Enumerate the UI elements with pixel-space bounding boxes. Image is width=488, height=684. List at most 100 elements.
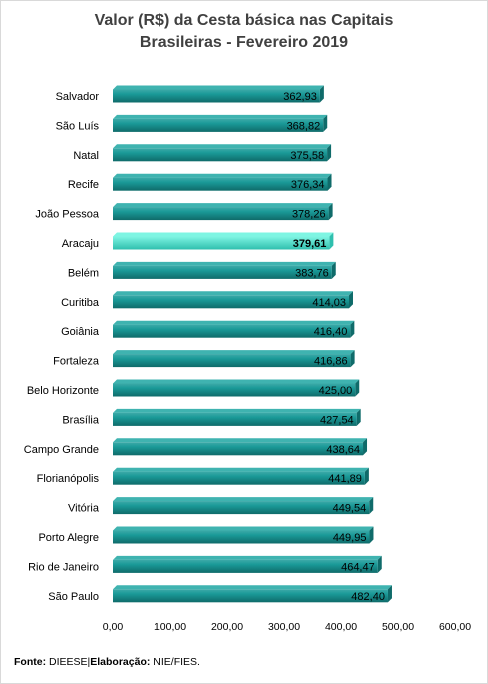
bar-belem (113, 265, 332, 279)
x-tick-label: 400,00 (325, 621, 357, 633)
footer-credit-value: NIE/FIES. (153, 656, 200, 668)
bar-curitiba (113, 295, 349, 309)
footer-source-value: DIEESE (49, 656, 88, 668)
category-label-fortaleza: Fortaleza (53, 356, 100, 368)
category-label-sao-luis: São Luís (56, 120, 100, 132)
value-label-aracaju: 379,61 (293, 238, 327, 250)
bar-side-curitiba (348, 291, 353, 309)
chart-footer: Fonte: DIEESE|Elaboração: NIE/FIES. (14, 656, 200, 668)
bar-top-rio-de-janeiro (113, 555, 382, 560)
bar-side-joao-pessoa (328, 203, 333, 221)
value-label-porto-alegre: 449,95 (333, 532, 367, 544)
category-label-aracaju: Aracaju (62, 238, 99, 250)
value-label-belem: 383,76 (295, 267, 329, 279)
bar-side-fortaleza (350, 350, 355, 368)
bar-vitoria (113, 501, 370, 515)
bar-side-vitoria (369, 497, 374, 515)
bar-top-florianopolis (113, 467, 369, 472)
bar-salvador (113, 89, 320, 103)
value-label-sao-paulo: 482,40 (351, 591, 385, 603)
bar-top-salvador (113, 85, 324, 90)
bar-florianopolis (113, 471, 365, 485)
x-tick-label: 100,00 (154, 621, 186, 633)
bar-top-brasilia (113, 408, 361, 413)
bar-side-florianopolis (364, 467, 369, 485)
category-label-salvador: Salvador (56, 91, 100, 103)
bar-side-belem (331, 261, 336, 279)
category-label-curitiba: Curitiba (61, 297, 100, 309)
bar-top-goiania (113, 320, 355, 325)
x-tick-label: 500,00 (382, 621, 414, 633)
footer-credit-label: Elaboração: (90, 656, 151, 668)
bar-fortaleza (113, 354, 351, 368)
bar-belo-horizonte (113, 383, 356, 397)
bar-side-sao-luis (323, 114, 328, 132)
bar-side-belo-horizonte (355, 379, 360, 397)
category-label-recife: Recife (68, 179, 99, 191)
value-label-sao-luis: 368,82 (287, 120, 321, 132)
value-label-rio-de-janeiro: 464,47 (341, 561, 375, 573)
bar-natal (113, 148, 328, 162)
footer-separator: | (87, 656, 91, 668)
category-label-florianopolis: Florianópolis (37, 473, 100, 485)
value-label-joao-pessoa: 378,26 (292, 209, 326, 221)
chart-title-line-2: Brasileiras - Fevereiro 2019 (139, 34, 349, 51)
category-label-campo-grande: Campo Grande (24, 444, 99, 456)
value-label-florianopolis: 441,89 (328, 473, 362, 485)
bar-top-sao-paulo (113, 585, 392, 590)
bar-sao-paulo (113, 589, 388, 603)
bar-porto-alegre (113, 530, 370, 544)
bar-top-curitiba (113, 291, 353, 296)
footer-source-label: Fonte: (14, 656, 47, 668)
value-label-brasilia: 427,54 (320, 414, 354, 426)
value-label-natal: 375,58 (290, 150, 324, 162)
bar-top-belo-horizonte (113, 379, 360, 384)
bar-side-campo-grande (363, 438, 368, 456)
value-label-salvador: 362,93 (283, 91, 317, 103)
value-label-campo-grande: 438,64 (326, 444, 360, 456)
bar-sao-luis (113, 118, 324, 132)
category-label-sao-paulo: São Paulo (48, 591, 99, 603)
bar-joao-pessoa (113, 207, 329, 221)
bar-top-aracaju (113, 232, 334, 237)
chart-title: Valor (R$) da Cesta básica nas Capitais … (0, 10, 488, 54)
category-label-porto-alegre: Porto Alegre (38, 532, 99, 544)
bar-top-natal (113, 144, 332, 149)
category-label-natal: Natal (73, 150, 99, 162)
category-label-belo-horizonte: Belo Horizonte (27, 385, 99, 397)
chart-title-line-1: Valor (R$) da Cesta básica nas Capitais (94, 12, 394, 29)
bar-side-aracaju (329, 232, 334, 250)
bar-side-porto-alegre (369, 526, 374, 544)
category-label-goiania: Goiânia (61, 326, 100, 338)
bar-aracaju (113, 236, 330, 250)
bar-side-sao-paulo (387, 585, 392, 603)
x-tick-label: 600,00 (439, 621, 471, 633)
bar-side-rio-de-janeiro (377, 555, 382, 573)
bar-top-belem (113, 261, 336, 266)
bar-top-campo-grande (113, 438, 368, 443)
bar-top-sao-luis (113, 114, 328, 119)
value-label-belo-horizonte: 425,00 (319, 385, 353, 397)
bar-top-vitoria (113, 497, 374, 502)
value-label-vitoria: 449,54 (333, 503, 367, 515)
bar-brasilia (113, 412, 357, 426)
category-label-vitoria: Vitória (68, 503, 100, 515)
x-tick-label: 200,00 (211, 621, 243, 633)
value-label-goiania: 416,40 (314, 326, 348, 338)
category-label-brasilia: Brasília (62, 414, 100, 426)
bar-top-joao-pessoa (113, 203, 333, 208)
bar-side-recife (327, 173, 332, 191)
bar-campo-grande (113, 442, 364, 456)
bar-recife (113, 177, 328, 191)
bar-side-salvador (319, 85, 324, 103)
value-label-fortaleza: 416,86 (314, 356, 348, 368)
bar-top-recife (113, 173, 332, 178)
category-label-rio-de-janeiro: Rio de Janeiro (28, 561, 99, 573)
bar-top-porto-alegre (113, 526, 374, 531)
bar-side-natal (327, 144, 332, 162)
bar-goiania (113, 324, 351, 338)
category-label-joao-pessoa: João Pessoa (35, 209, 99, 221)
bar-top-fortaleza (113, 350, 355, 355)
value-label-recife: 376,34 (291, 179, 325, 191)
